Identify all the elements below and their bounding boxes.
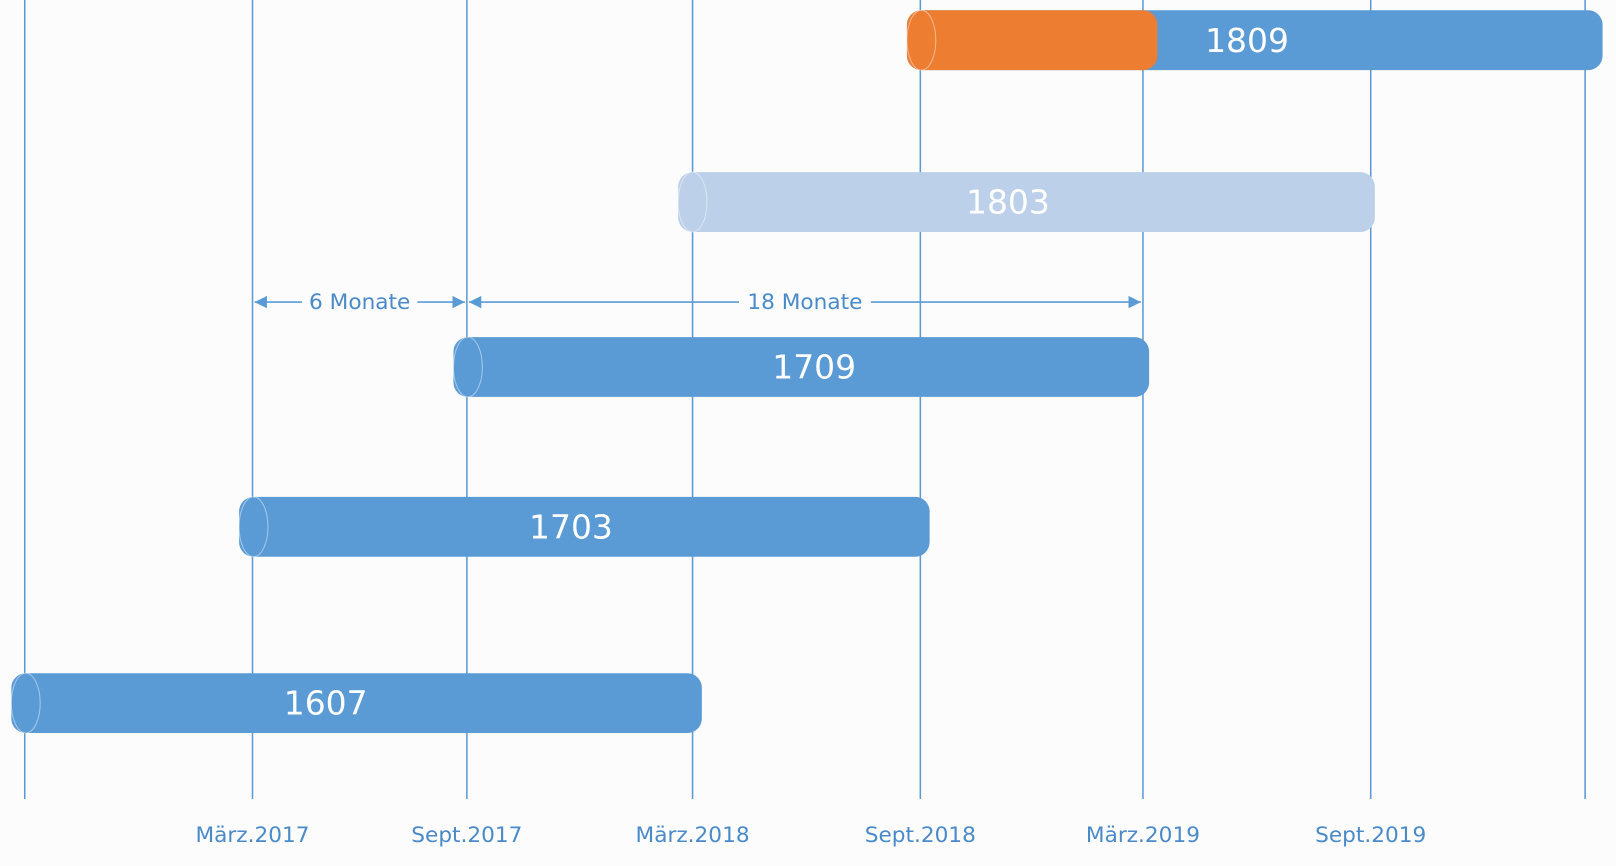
axis-label: März.2018 [636, 823, 750, 848]
bar [678, 172, 1375, 232]
axis-label: März.2019 [1086, 823, 1200, 848]
bar [11, 673, 702, 734]
bar-label: 1703 [529, 507, 613, 546]
axis-label: Sept.2019 [1315, 823, 1426, 848]
span-label-bg [738, 288, 871, 316]
bar-label: 1809 [1205, 21, 1289, 60]
axis-label: März.2017 [195, 823, 309, 848]
bar-label: 1803 [966, 183, 1050, 222]
axis-label: Sept.2018 [865, 823, 976, 848]
bar-end [10, 672, 41, 734]
bar [453, 337, 1150, 397]
axis-label: Sept.2017 [411, 823, 522, 848]
bar-end [238, 496, 269, 558]
bar-segment [906, 10, 1158, 71]
bar [239, 496, 930, 557]
bar-label: 1607 [284, 684, 368, 723]
span-label-bg [301, 288, 418, 316]
bar-end [906, 9, 937, 71]
bar-end [677, 171, 708, 233]
span-label: 18 Monate [747, 290, 862, 315]
bar-end [452, 336, 483, 398]
bar-label: 1709 [772, 348, 856, 387]
span-label: 6 Monate [309, 290, 410, 315]
